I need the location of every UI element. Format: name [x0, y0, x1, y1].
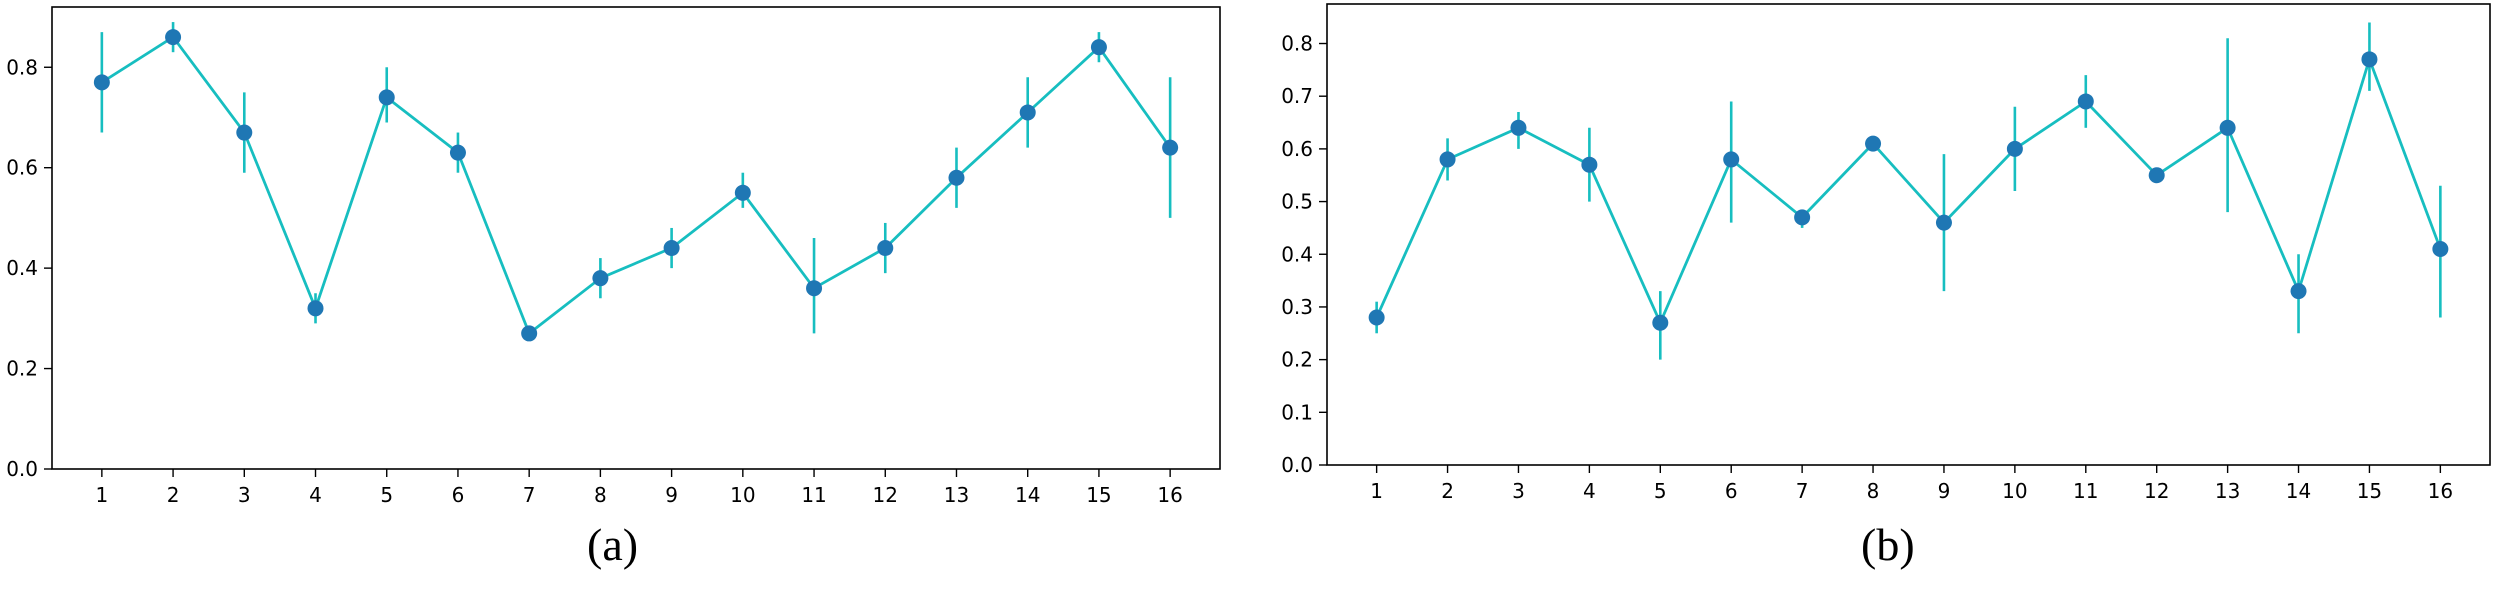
x-tick-label: 12 [873, 483, 898, 507]
data-point [378, 89, 395, 106]
y-tick-label: 0.0 [1281, 453, 1313, 477]
data-point [1581, 156, 1598, 173]
y-tick-label: 0.6 [6, 156, 38, 180]
x-tick-label: 6 [1725, 479, 1738, 503]
x-tick-label: 3 [238, 483, 251, 507]
data-point [2361, 51, 2378, 68]
y-tick-label: 0.8 [1281, 32, 1313, 56]
x-tick-label: 14 [2286, 479, 2311, 503]
x-tick-label: 5 [1654, 479, 1667, 503]
x-tick-label: 2 [1441, 479, 1454, 503]
y-tick-label: 0.1 [1281, 400, 1313, 424]
x-tick-label: 1 [95, 483, 108, 507]
x-tick-label: 7 [523, 483, 536, 507]
x-tick-label: 13 [2215, 479, 2240, 503]
data-point [1162, 139, 1179, 156]
x-tick-label: 16 [2428, 479, 2453, 503]
data-point [1794, 209, 1811, 226]
y-tick-label: 0.6 [1281, 137, 1313, 161]
y-tick-label: 0.7 [1281, 84, 1313, 108]
y-tick-label: 0.4 [6, 256, 38, 280]
series-line [1375, 57, 2442, 325]
data-point [592, 270, 609, 287]
x-tick-label: 3 [1512, 479, 1525, 503]
x-tick-label: 15 [1086, 483, 1111, 507]
x-tick-label: 10 [2002, 479, 2027, 503]
y-tick-label: 0.3 [1281, 295, 1313, 319]
x-tick-label: 9 [665, 483, 678, 507]
data-point [1723, 151, 1740, 168]
x-tick-label: 11 [2073, 479, 2098, 503]
data-point [307, 300, 324, 317]
x-tick-label: 8 [1867, 479, 1880, 503]
data-point [2077, 93, 2094, 110]
data-point [1865, 135, 1882, 152]
data-point [2006, 140, 2023, 157]
x-tick-label: 12 [2144, 479, 2169, 503]
data-point [165, 29, 182, 46]
x-tick-label: 4 [309, 483, 322, 507]
x-tick-label: 15 [2357, 479, 2382, 503]
plot-frame-a [51, 6, 1221, 470]
data-point [2219, 119, 2236, 136]
data-point [2148, 167, 2165, 184]
x-tick-label: 13 [944, 483, 969, 507]
chart-a: 0.00.20.40.60.81 2 3 4 5 6 7 8 9 10 11 12 13 14 15 16 [6, 6, 1221, 507]
x-tick-label: 10 [730, 483, 755, 507]
y-tick-label: 0.2 [6, 357, 38, 381]
y-tick-label: 0.5 [1281, 190, 1313, 214]
data-point [1439, 151, 1456, 168]
y-tick-label: 0.8 [6, 55, 38, 79]
panel-caption-a: (a) [587, 519, 639, 570]
x-tick-label: 8 [594, 483, 607, 507]
data-point [1652, 314, 1669, 331]
data-point [806, 280, 823, 297]
plot-frame-b [1326, 3, 2491, 466]
chart-b: 0.00.10.20.30.40.50.60.70.81 2 3 4 5 6 7 8 9 10 11… [1281, 3, 2491, 503]
data-point [877, 240, 894, 257]
x-tick-label: 2 [167, 483, 180, 507]
x-tick-label: 11 [801, 483, 826, 507]
data-point [1510, 119, 1527, 136]
y-tick-label: 0.0 [6, 457, 38, 481]
series-line [101, 35, 1172, 335]
data-point [1090, 39, 1107, 56]
y-tick-label: 0.4 [1281, 242, 1313, 266]
data-point [93, 74, 110, 91]
data-point [521, 325, 538, 342]
x-tick-label: 5 [380, 483, 393, 507]
data-point [2290, 283, 2307, 300]
data-point [734, 184, 751, 201]
data-point [236, 124, 253, 141]
data-point [663, 240, 680, 257]
x-tick-label: 9 [1938, 479, 1951, 503]
data-point [1019, 104, 1036, 121]
data-point [2432, 240, 2449, 257]
x-tick-label: 6 [452, 483, 465, 507]
panel-caption-b: (b) [1861, 519, 1915, 570]
data-point [1368, 309, 1385, 326]
data-point [948, 169, 965, 186]
y-tick-label: 0.2 [1281, 348, 1313, 372]
data-point [449, 144, 466, 161]
data-point [1935, 214, 1952, 231]
x-tick-label: 1 [1370, 479, 1383, 503]
x-tick-label: 4 [1583, 479, 1596, 503]
x-tick-label: 14 [1015, 483, 1040, 507]
x-tick-label: 16 [1157, 483, 1182, 507]
x-tick-label: 7 [1796, 479, 1809, 503]
